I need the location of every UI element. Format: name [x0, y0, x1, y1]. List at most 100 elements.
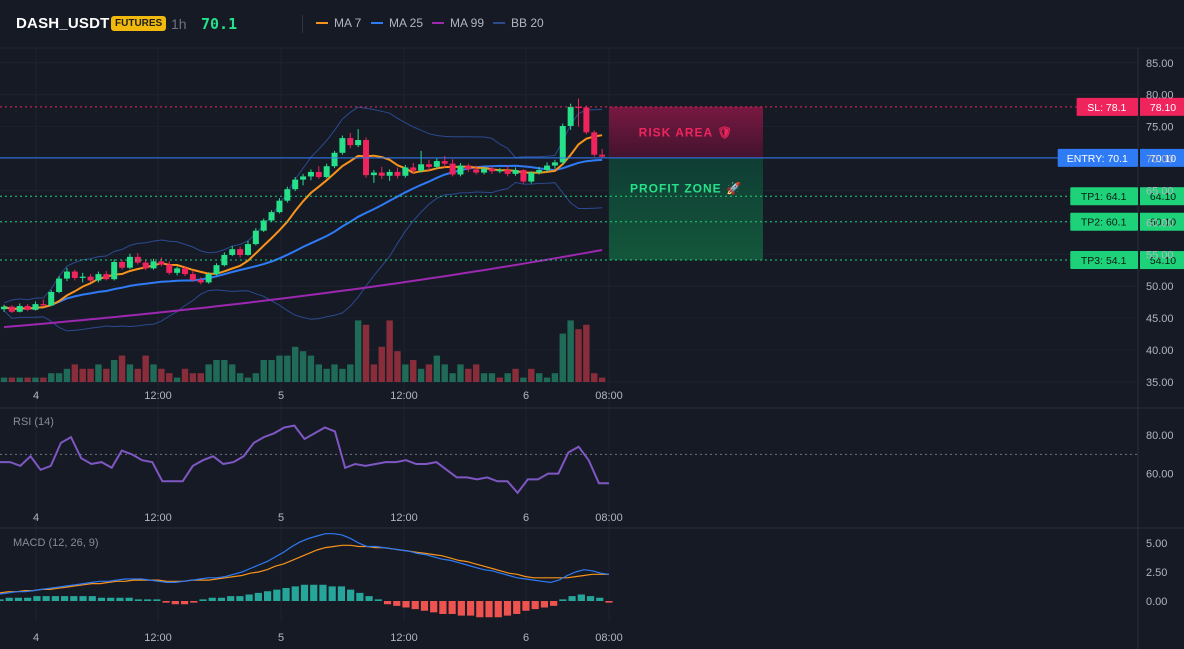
- macd-histogram-bar: [503, 601, 512, 616]
- risk-area-label: RISK AREA 🛡: [639, 125, 734, 139]
- candle: [473, 165, 480, 175]
- volume-bar: [181, 368, 189, 382]
- candlesticks[interactable]: [1, 98, 606, 314]
- price-tick-label: 80.00: [1146, 90, 1174, 102]
- candle: [205, 272, 212, 284]
- macd-histogram-bar: [319, 584, 327, 601]
- price-tick-label: 65.00: [1146, 185, 1174, 197]
- candle-body: [174, 268, 181, 273]
- candle-body: [103, 274, 110, 280]
- bb-upper-line: [3, 106, 603, 304]
- volume-bar: [291, 346, 299, 382]
- candle-body: [8, 306, 15, 312]
- macd-histogram-bar: [217, 597, 226, 601]
- level-tag-box: [1070, 212, 1138, 231]
- candle: [433, 158, 440, 169]
- level-tag-box: [1070, 187, 1138, 206]
- candle-body: [71, 271, 78, 278]
- tp-level-tag: TP1: 64.1 64.10: [1070, 187, 1184, 206]
- candle: [134, 253, 141, 265]
- legend-ma99[interactable]: MA 99: [432, 16, 484, 30]
- time-tick-label: 12:00: [390, 512, 418, 524]
- candle: [237, 246, 244, 258]
- macd-histogram-bar: [383, 601, 392, 605]
- rsi-tick-label: 60.00: [1146, 469, 1174, 481]
- volume-bar: [323, 368, 330, 382]
- volume-bar: [480, 373, 488, 382]
- candle-body: [481, 168, 488, 173]
- volume-bar: [229, 364, 236, 382]
- candle: [402, 164, 409, 178]
- candle-body: [63, 271, 70, 279]
- candle-body: [56, 278, 63, 292]
- candle: [79, 272, 86, 283]
- last-price: 70.1: [201, 15, 238, 33]
- volume-bar: [79, 368, 86, 382]
- macd-histogram-bar: [374, 599, 382, 601]
- volume-bar: [32, 377, 39, 382]
- candle-body: [189, 274, 196, 280]
- macd-histogram-bar: [180, 601, 189, 605]
- rsi-panel: RSI (14): [0, 416, 1138, 495]
- macd-histogram-bar: [60, 596, 69, 601]
- candle-body: [1, 306, 7, 310]
- candle-body: [24, 306, 31, 310]
- candle-body: [355, 140, 362, 146]
- time-tick-label: 12:00: [390, 632, 418, 644]
- macd-histogram-bar: [337, 586, 346, 601]
- interval-label[interactable]: 1h: [171, 16, 187, 32]
- symbol-name[interactable]: DASH_USDT: [16, 15, 110, 32]
- candle-body: [425, 164, 432, 167]
- candle: [174, 266, 181, 276]
- time-tick-label: 4: [33, 512, 39, 524]
- macd-histogram-bar: [291, 586, 299, 601]
- rsi-panel-label: RSI (14): [13, 416, 54, 428]
- candle-body: [410, 167, 417, 171]
- macd-histogram-bar: [14, 597, 23, 601]
- header-divider: [302, 15, 303, 33]
- candle: [126, 253, 133, 269]
- candle-body: [134, 256, 141, 263]
- candle-body: [221, 254, 228, 266]
- macd-panel-label: MACD (12, 26, 9): [13, 537, 99, 549]
- volume-bar: [354, 320, 362, 382]
- level-price-text: 54.10: [1150, 255, 1176, 267]
- candle-body: [16, 306, 23, 312]
- volume-bar: [55, 373, 63, 382]
- candle: [599, 148, 606, 158]
- candle: [229, 246, 236, 257]
- volume-bar: [87, 368, 94, 382]
- legend-ma25[interactable]: MA 25: [371, 16, 423, 30]
- macd-histogram-bar: [70, 596, 78, 601]
- candle-body: [465, 165, 472, 170]
- macd-histogram-bar: [522, 601, 530, 611]
- candle-body: [386, 171, 393, 176]
- candle-body: [315, 171, 322, 178]
- candle: [457, 163, 464, 177]
- candle-body: [378, 172, 385, 176]
- candle-body: [119, 261, 126, 268]
- candle: [111, 259, 118, 281]
- legend-ma7[interactable]: MA 7: [316, 16, 361, 30]
- macd-histogram-bar: [356, 592, 364, 601]
- legend-bb20[interactable]: BB 20: [493, 16, 544, 30]
- candle: [142, 259, 149, 271]
- volume-bar: [236, 373, 244, 382]
- candle-body: [276, 200, 283, 213]
- candle: [394, 167, 401, 179]
- candle-body: [244, 244, 251, 255]
- candle-body: [32, 304, 39, 310]
- candle-body: [496, 170, 503, 172]
- candle-body: [504, 170, 511, 174]
- candle-body: [512, 170, 519, 174]
- macd-histogram-bar: [365, 596, 373, 601]
- macd-histogram-bar: [448, 601, 456, 614]
- volume-bar: [118, 355, 126, 382]
- macd-histogram-bar: [586, 596, 595, 601]
- candle: [213, 263, 220, 276]
- candle-body: [370, 172, 377, 176]
- candle-body: [583, 107, 590, 133]
- volume-bar: [315, 364, 322, 382]
- macd-tick-label: 2.50: [1146, 567, 1167, 579]
